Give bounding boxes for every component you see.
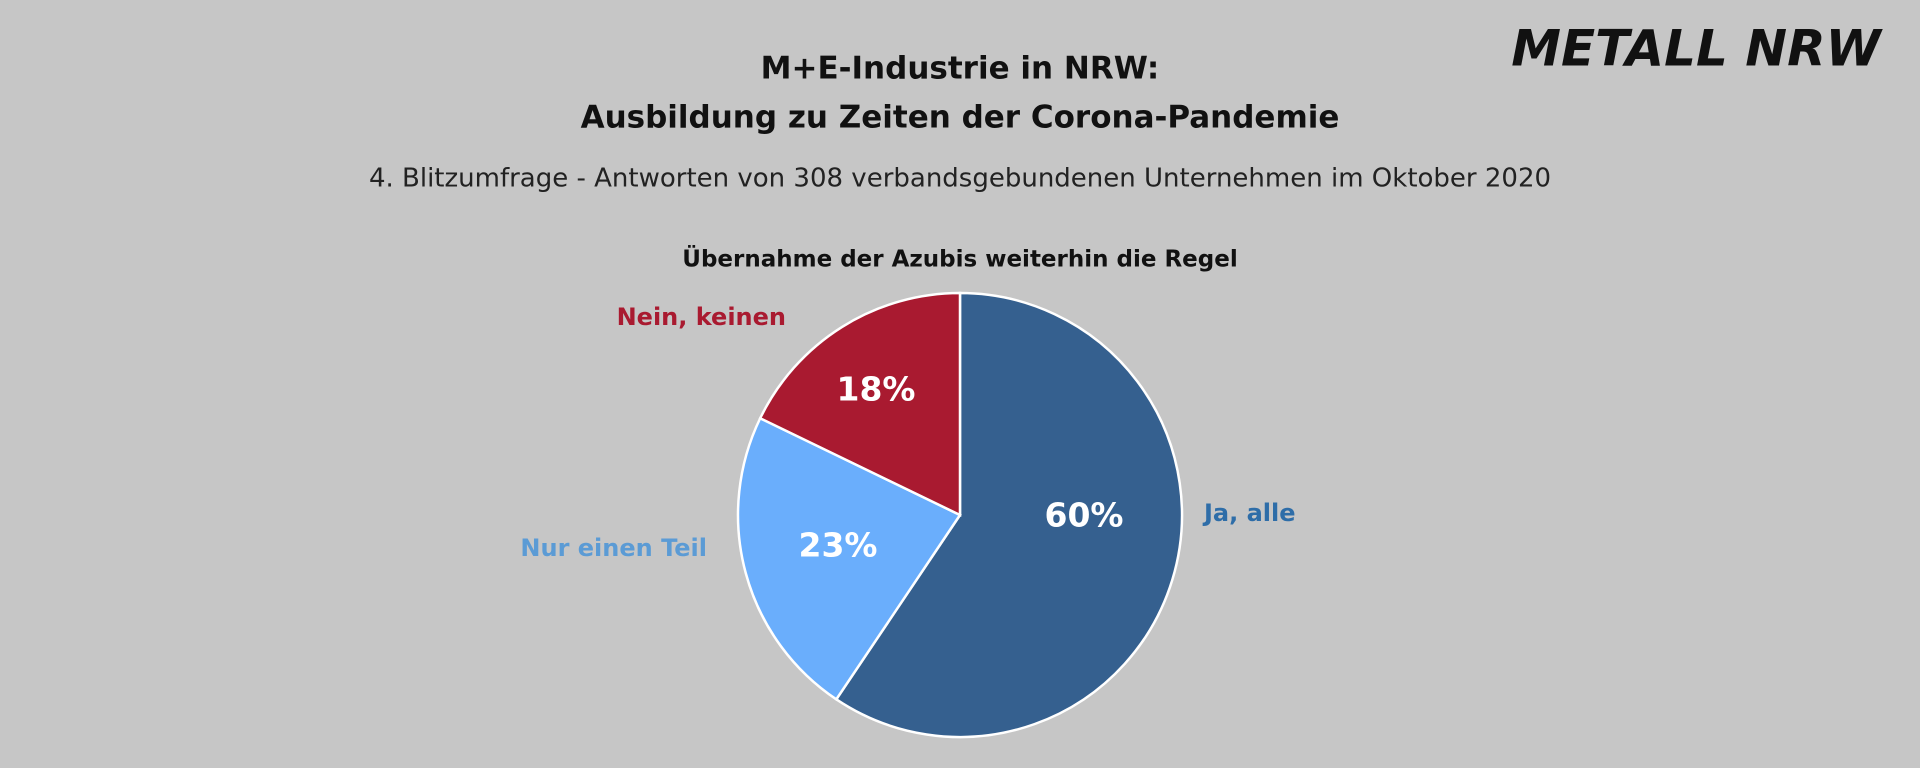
category-label: Nur einen Teil [520, 534, 707, 562]
pie-slice [834, 291, 1184, 739]
logo: METALL NRW [1511, 20, 1883, 78]
category-label: Ja, alle [1202, 499, 1296, 527]
chart-title: Ausbildung zu Zeiten der Corona-Pandemie [581, 100, 1340, 136]
pie-title: Übernahme der Azubis weiterhin die Regel [682, 245, 1237, 273]
chart-title: M+E-Industrie in NRW: [761, 51, 1160, 87]
category-label: Nein, keinen [617, 303, 786, 331]
subtitle: 4. Blitzumfrage - Antworten von 308 verb… [369, 164, 1551, 194]
value-label: 18% [837, 370, 916, 409]
pie-slice [758, 291, 962, 517]
value-label: 23% [799, 526, 878, 565]
value-label: 60% [1045, 496, 1124, 535]
